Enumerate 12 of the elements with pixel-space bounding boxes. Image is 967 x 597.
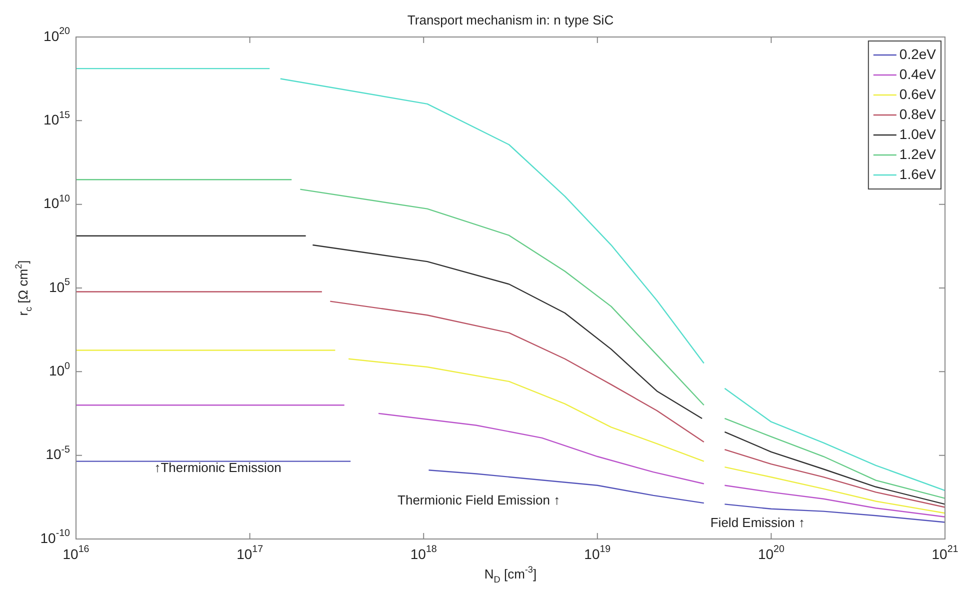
- legend-label: 1.6eV: [899, 166, 937, 182]
- chart-title: Transport mechanism in: n type SiC: [407, 12, 614, 28]
- annotation: Field Emission ↑: [710, 515, 806, 530]
- legend-label: 0.2eV: [899, 46, 937, 62]
- legend-label: 0.8eV: [899, 106, 937, 122]
- legend-label: 1.2eV: [899, 146, 937, 162]
- legend-label: 0.6eV: [899, 86, 937, 102]
- annotation: ↑Thermionic Emission: [154, 460, 282, 475]
- legend-label: 1.0eV: [899, 126, 937, 142]
- annotation: Thermionic Field Emission ↑: [398, 492, 560, 508]
- legend-label: 0.4eV: [899, 66, 937, 82]
- y-axis-title: rc [Ω cm2]: [13, 260, 34, 316]
